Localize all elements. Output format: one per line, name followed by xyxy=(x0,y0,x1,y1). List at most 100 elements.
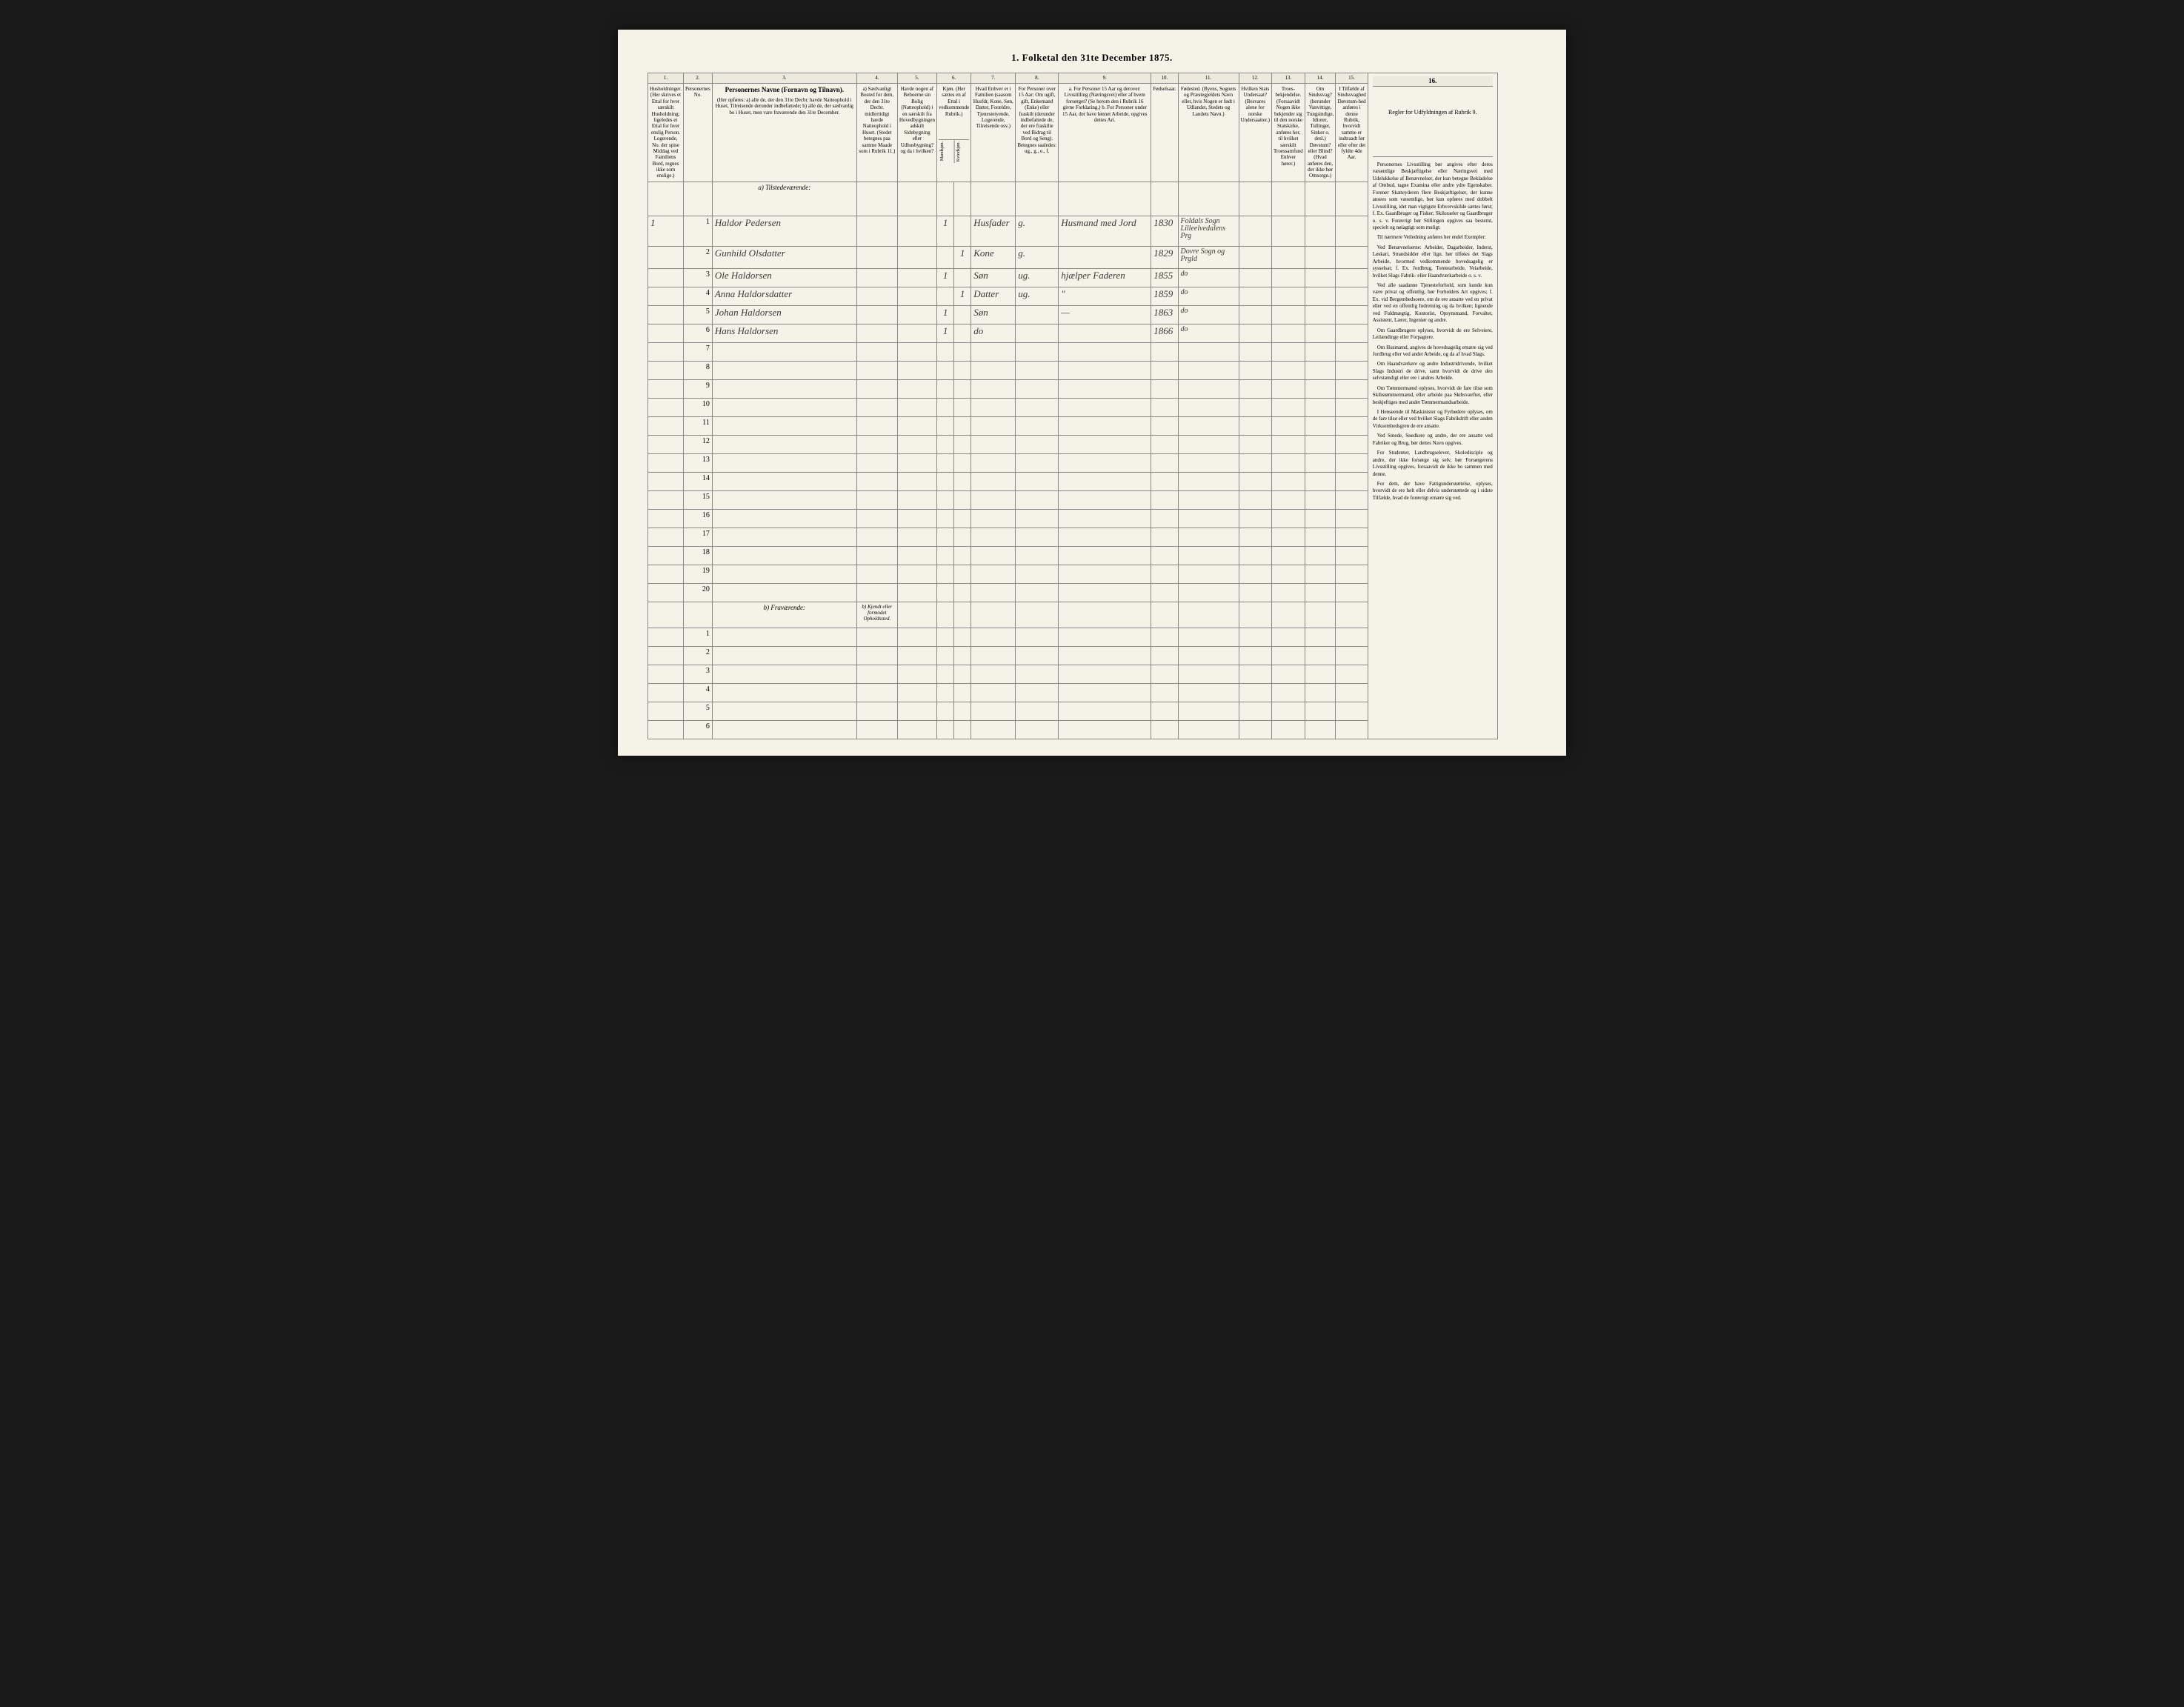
cell-sex-m: 1 xyxy=(937,216,954,247)
row-number: 10 xyxy=(683,399,712,417)
colnum-1: 1. xyxy=(648,73,684,84)
header-col4: a) Sædvanligt Bosted for dem, der den 31… xyxy=(856,84,897,182)
empty-row: 16 xyxy=(648,510,1368,528)
cell-col5 xyxy=(897,216,936,247)
empty-present-body: 7891011121314151617181920 xyxy=(648,343,1368,602)
empty-row: 18 xyxy=(648,547,1368,565)
row-number: 14 xyxy=(683,473,712,491)
row-number: 5 xyxy=(683,702,712,720)
cell-birth: 1863 xyxy=(1151,306,1178,325)
cell-marital: g. xyxy=(1016,216,1059,247)
row-number: 17 xyxy=(683,528,712,547)
colnum-8: 8. xyxy=(1016,73,1059,84)
cell-birthplace: do xyxy=(1178,306,1239,325)
cell-hh xyxy=(648,306,684,325)
colnum-10: 10. xyxy=(1151,73,1178,84)
empty-row: 10 xyxy=(648,399,1368,417)
cell-col13 xyxy=(1272,287,1305,306)
cell-birth: 1859 xyxy=(1151,287,1178,306)
cell-pno: 2 xyxy=(683,247,712,269)
rules-p6: Om Husmænd, angives de hovedsagelig ernæ… xyxy=(1373,345,1493,359)
cell-col14 xyxy=(1305,269,1336,287)
cell-relation: Kone xyxy=(971,247,1016,269)
header-col6: Kjøn. (Her sættes en af Ettal i vedkomme… xyxy=(937,84,971,182)
cell-pno: 5 xyxy=(683,306,712,325)
cell-marital xyxy=(1016,325,1059,343)
rules-p4: Ved alle saadanne Tjenesteforhold, som k… xyxy=(1373,282,1493,325)
header-col8: For Personer over 15 Aar: Om ugift, gift… xyxy=(1016,84,1059,182)
column-number-row: 1. 2. 3. 4. 5. 6. 7. 8. 9. 10. 11. 12. 1… xyxy=(648,73,1368,84)
rules-p10: Ved Smede, Snedkere og andre, der ere an… xyxy=(1373,433,1493,447)
empty-row: 4 xyxy=(648,683,1368,702)
ledger-wrapper: 1. 2. 3. 4. 5. 6. 7. 8. 9. 10. 11. 12. 1… xyxy=(647,73,1537,739)
row-number: 19 xyxy=(683,565,712,584)
rules-p9: I Henseende til Maskinister og Fyrbødere… xyxy=(1373,409,1493,430)
cell-relation: Husfader xyxy=(971,216,1016,247)
colnum-14: 14. xyxy=(1305,73,1336,84)
cell-occupation: Husmand med Jord xyxy=(1059,216,1151,247)
row-number: 20 xyxy=(683,584,712,602)
col3-sub: (Her opføres: a) alle de, der den 31te D… xyxy=(714,97,855,116)
cell-sex-k xyxy=(954,325,971,343)
header-col3: Personernes Navne (Fornavn og Tilnavn). … xyxy=(712,84,856,182)
cell-col14 xyxy=(1305,325,1336,343)
header-col12: Hvilken Stats Undersaat? (Besvares alene… xyxy=(1239,84,1271,182)
cell-hh xyxy=(648,247,684,269)
section-absent-row: b) Fraværende: b) Kjendt eller formodet … xyxy=(648,602,1368,628)
cell-col4 xyxy=(856,325,897,343)
rules-p12: For dem, der have Fattigunderstøttelse, … xyxy=(1373,481,1493,502)
cell-col4 xyxy=(856,216,897,247)
row-number: 16 xyxy=(683,510,712,528)
cell-occupation xyxy=(1059,247,1151,269)
rules-p2: Til nærmere Veiledning anføres her endel… xyxy=(1373,234,1493,241)
colnum-9: 9. xyxy=(1059,73,1151,84)
col6-m: Mandkjøn. xyxy=(939,140,954,163)
col6-k: Kvindkjøn. xyxy=(954,140,970,163)
header-col2: Personernes No. xyxy=(683,84,712,182)
empty-absent-body: 123456 xyxy=(648,628,1368,739)
cell-col5 xyxy=(897,247,936,269)
header-description-row: Husholdninger. (Her skrives et Ettal for… xyxy=(648,84,1368,182)
cell-col13 xyxy=(1272,216,1305,247)
header-col9: a. For Personer 15 Aar og derover: Livss… xyxy=(1059,84,1151,182)
cell-pno: 6 xyxy=(683,325,712,343)
cell-col12 xyxy=(1239,306,1271,325)
cell-birth: 1829 xyxy=(1151,247,1178,269)
person-row: 2Gunhild Olsdatter1Koneg.1829Dovre Sogn … xyxy=(648,247,1368,269)
colnum-6: 6. xyxy=(937,73,971,84)
header-col10: Fødselsaar. xyxy=(1151,84,1178,182)
row-number: 1 xyxy=(683,628,712,646)
row-number: 15 xyxy=(683,491,712,510)
cell-col15 xyxy=(1336,247,1368,269)
cell-col13 xyxy=(1272,269,1305,287)
cell-col12 xyxy=(1239,269,1271,287)
cell-sex-k: 1 xyxy=(954,247,971,269)
empty-row: 17 xyxy=(648,528,1368,547)
person-row: 5Johan Haldorsen1Søn—1863do xyxy=(648,306,1368,325)
row-number: 2 xyxy=(683,646,712,665)
cell-col13 xyxy=(1272,306,1305,325)
colnum-15: 15. xyxy=(1336,73,1368,84)
header-col14: Om Sindssvag? (herunder Vanvittige, Tung… xyxy=(1305,84,1336,182)
empty-row: 3 xyxy=(648,665,1368,683)
cell-birth: 1855 xyxy=(1151,269,1178,287)
colnum-13: 13. xyxy=(1272,73,1305,84)
cell-birthplace: do xyxy=(1178,269,1239,287)
cell-col4 xyxy=(856,306,897,325)
cell-marital: g. xyxy=(1016,247,1059,269)
cell-hh: 1 xyxy=(648,216,684,247)
cell-sex-m xyxy=(937,247,954,269)
cell-sex-k: 1 xyxy=(954,287,971,306)
rules-body: Personernes Livsstilling bør angives eft… xyxy=(1373,162,1493,502)
row-number: 12 xyxy=(683,436,712,454)
row-number: 11 xyxy=(683,417,712,436)
person-row: 3Ole Haldorsen1Sønug.hjælper Faderen1855… xyxy=(648,269,1368,287)
col3-title: Personernes Navne (Fornavn og Tilnavn). xyxy=(714,86,855,94)
row-number: 4 xyxy=(683,683,712,702)
cell-sex-k xyxy=(954,269,971,287)
section-present-row: a) Tilstedeværende: xyxy=(648,182,1368,216)
cell-col4 xyxy=(856,247,897,269)
cell-name: Gunhild Olsdatter xyxy=(712,247,856,269)
empty-row: 2 xyxy=(648,646,1368,665)
row-number: 8 xyxy=(683,362,712,380)
